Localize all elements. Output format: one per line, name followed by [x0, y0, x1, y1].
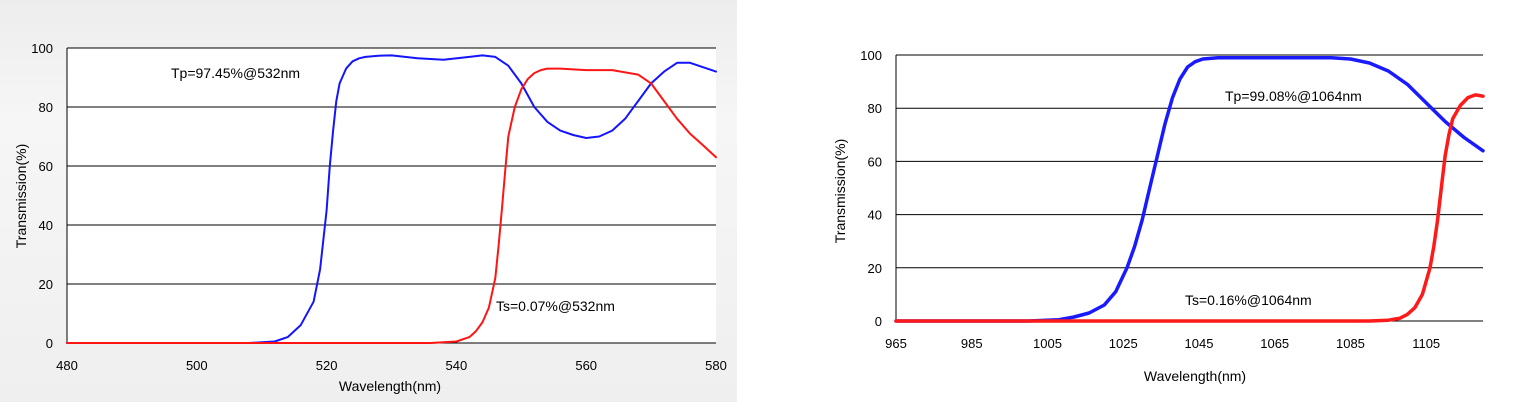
y-tick-label: 0 — [875, 314, 882, 329]
x-axis-label: Wavelength(nm) — [339, 378, 441, 394]
y-tick-label: 80 — [39, 100, 53, 115]
y-axis-label: Transmission(%) — [832, 139, 848, 244]
plot-area — [67, 48, 716, 343]
x-tick-label: 985 — [961, 336, 983, 351]
left-chart-panel: 0 20 40 60 80 100 480 500 520 540 560 580 Tp=97.45… — [0, 0, 737, 402]
y-tick-label: 0 — [46, 336, 53, 351]
right-chart: 0 20 40 60 80 100 965 985 1005 1025 1045 1065 1085 1… — [832, 48, 1485, 384]
y-axis-label: Transmission(%) — [13, 144, 29, 249]
y-tick-labels: 0 20 40 60 80 100 — [860, 48, 882, 329]
annotation-ts: Ts=0.16%@1064nm — [1185, 292, 1312, 308]
series-lines — [66, 54, 717, 344]
x-tick-label: 1105 — [1412, 336, 1440, 351]
annotation-tp: Tp=99.08%@1064nm — [1225, 88, 1362, 104]
series-lines — [894, 55, 1485, 323]
series-line-2 — [66, 67, 717, 344]
annotation-ts: Ts=0.07%@532nm — [496, 298, 615, 314]
x-tick-label: 1045 — [1185, 336, 1214, 351]
y-tick-label: 80 — [868, 101, 882, 116]
right-chart-panel: 0 20 40 60 80 100 965 985 1005 1025 1045 1065 1085 1… — [807, 0, 1521, 402]
y-tick-label: 20 — [39, 277, 53, 292]
x-tick-label: 1085 — [1336, 336, 1365, 351]
gridlines — [67, 47, 716, 285]
x-tick-label: 500 — [186, 358, 208, 373]
y-tick-label: 60 — [39, 159, 53, 174]
y-tick-label: 100 — [31, 41, 53, 56]
x-axis-label: Wavelength(nm) — [1144, 368, 1246, 384]
x-tick-label: 520 — [316, 358, 338, 373]
x-tick-label: 1065 — [1260, 336, 1289, 351]
x-tick-label: 480 — [56, 358, 78, 373]
x-tick-label: 965 — [885, 336, 907, 351]
x-tick-label: 560 — [575, 358, 597, 373]
series-line-2 — [894, 93, 1485, 323]
y-tick-label: 60 — [868, 154, 882, 169]
x-tick-label: 1005 — [1033, 336, 1062, 351]
x-tick-label: 580 — [705, 358, 727, 373]
x-tick-label: 540 — [446, 358, 468, 373]
y-tick-labels: 0 20 40 60 80 100 — [31, 41, 53, 351]
x-tick-label: 1025 — [1109, 336, 1138, 351]
y-tick-label: 40 — [868, 208, 882, 223]
x-tick-labels: 480 500 520 540 560 580 — [56, 358, 727, 373]
y-tick-label: 20 — [868, 261, 882, 276]
series-line-1 — [66, 54, 717, 344]
y-tick-label: 100 — [860, 48, 882, 63]
series-line-1 — [894, 55, 1485, 323]
annotation-tp: Tp=97.45%@532nm — [171, 65, 300, 81]
gridlines — [896, 54, 1483, 269]
y-tick-label: 40 — [39, 218, 53, 233]
x-tick-labels: 965 985 1005 1025 1045 1065 1085 1105 — [885, 336, 1440, 351]
left-chart: 0 20 40 60 80 100 480 500 520 540 560 580 Tp=97.45… — [13, 41, 727, 394]
